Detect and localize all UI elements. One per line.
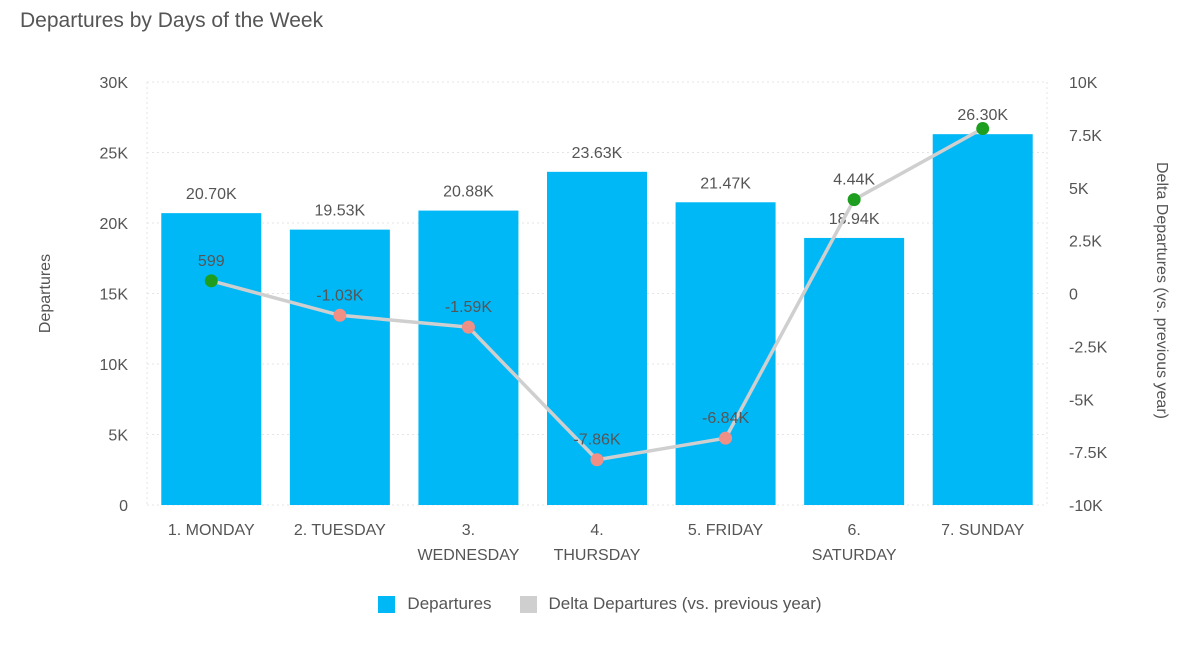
legend: Departures Delta Departures (vs. previou… [0, 594, 1200, 614]
y-axis-title: Departures [37, 254, 54, 333]
y-right-tick-label: 5K [1069, 181, 1089, 198]
delta-point [847, 193, 861, 207]
y-right-axis-title: Delta Departures (vs. previous year) [1153, 162, 1170, 419]
y-tick-label: 10K [100, 357, 129, 374]
x-tick-label: 7. SUNDAY [941, 522, 1025, 539]
y-right-tick-label: 7.5K [1069, 128, 1102, 145]
bar [161, 213, 262, 505]
y-right-tick-label: -7.5K [1069, 445, 1108, 462]
bar-data-label: 19.53K [314, 203, 365, 220]
x-tick-label: 6. [847, 522, 860, 539]
x-tick-label: 2. TUESDAY [294, 522, 386, 539]
bar [932, 134, 1033, 506]
y-right-tick-label: 2.5K [1069, 234, 1102, 251]
bar [547, 171, 647, 505]
delta-data-label: -6.84K [702, 410, 749, 427]
y-right-tick-label: -5K [1069, 392, 1094, 409]
x-tick-label: 1. MONDAY [168, 522, 255, 539]
legend-item-delta-departures[interactable]: Delta Departures (vs. previous year) [519, 594, 822, 614]
bar [804, 237, 905, 506]
legend-swatch-departures [378, 595, 396, 613]
bar [418, 210, 519, 506]
legend-swatch-delta-departures [519, 595, 537, 613]
delta-point [719, 431, 733, 445]
x-tick-label: SATURDAY [812, 547, 897, 564]
y-tick-label: 15K [100, 287, 129, 304]
y-tick-label: 5K [108, 428, 128, 445]
delta-point [461, 320, 475, 334]
y-tick-label: 0 [119, 498, 128, 515]
delta-point [590, 453, 604, 467]
bar-data-label: 20.70K [186, 186, 237, 203]
delta-data-label: -7.86K [573, 432, 620, 449]
y-right-tick-label: -2.5K [1069, 339, 1108, 356]
delta-data-label: -1.59K [445, 299, 492, 316]
x-tick-label: 4. [590, 522, 603, 539]
bar-data-label: 23.63K [572, 145, 623, 162]
x-tick-label: THURSDAY [554, 547, 641, 564]
x-tick-label: 3. [462, 522, 475, 539]
bar-data-label: 18.94K [829, 211, 880, 228]
bar [289, 229, 390, 505]
legend-label-delta-departures: Delta Departures (vs. previous year) [548, 594, 822, 613]
bar-data-label: 20.88K [443, 184, 494, 201]
legend-label-departures: Departures [407, 594, 492, 613]
chart-title: Departures by Days of the Week [20, 9, 324, 32]
y-right-tick-label: 10K [1069, 75, 1098, 92]
delta-point [976, 122, 990, 136]
bar-data-label: 26.30K [957, 107, 1008, 124]
delta-point [204, 274, 218, 288]
delta-data-label: 599 [198, 253, 225, 270]
y-tick-label: 25K [100, 146, 129, 163]
y-tick-label: 30K [100, 75, 129, 92]
y-tick-label: 20K [100, 216, 129, 233]
bar [675, 202, 776, 505]
y-right-tick-label: -10K [1069, 498, 1103, 515]
x-tick-label: WEDNESDAY [417, 547, 519, 564]
x-tick-label: 5. FRIDAY [688, 522, 764, 539]
delta-data-label: -1.03K [316, 287, 363, 304]
bar-data-label: 21.47K [700, 175, 751, 192]
delta-data-label: 4.44K [833, 172, 875, 189]
legend-item-departures[interactable]: Departures [378, 594, 492, 614]
delta-point [333, 308, 347, 322]
y-right-tick-label: 0 [1069, 287, 1078, 304]
